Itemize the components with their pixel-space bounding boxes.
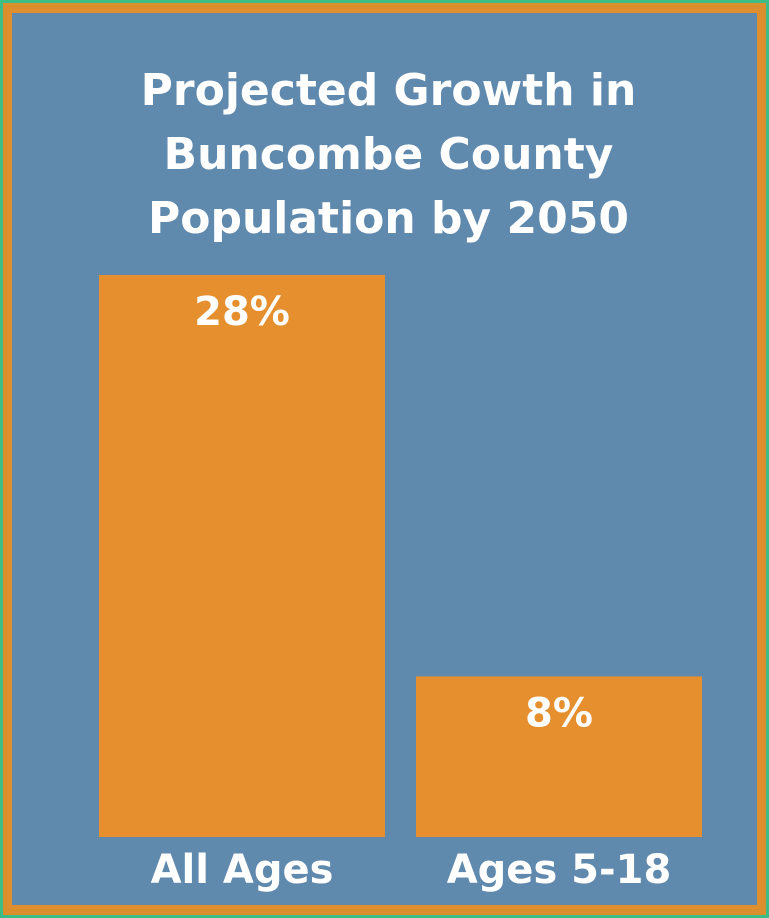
- category-label: All Ages: [151, 847, 334, 893]
- category-label: Ages 5-18: [447, 847, 672, 893]
- chart-title: Projected Growth in Buncombe County Popu…: [140, 65, 637, 244]
- chart-panel: Projected Growth in Buncombe County Popu…: [8, 9, 761, 909]
- bar-value-label: 8%: [525, 690, 593, 736]
- bar-all-ages: [99, 275, 385, 837]
- bar-value-label: 28%: [194, 289, 290, 335]
- bar-ages-5-18: [416, 676, 702, 837]
- bar-chart: 28% All Ages 8% Ages 5-18: [99, 275, 702, 893]
